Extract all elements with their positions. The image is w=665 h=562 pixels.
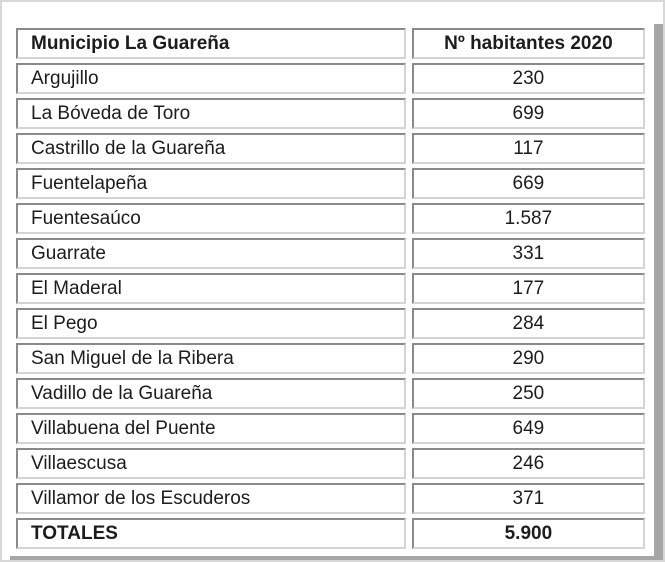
municipality-cell: Castrillo de la Guareña (16, 133, 406, 164)
table-row: Vadillo de la Guareña 250 (16, 378, 645, 409)
table-row: El Maderal 177 (16, 273, 645, 304)
table-row: Argujillo 230 (16, 63, 645, 94)
totals-row: TOTALES 5.900 (16, 518, 645, 549)
table-row: Castrillo de la Guareña 117 (16, 133, 645, 164)
table-shadow-wrapper: Municipio La Guareña Nº habitantes 2020 … (10, 24, 663, 560)
municipality-cell: La Bóveda de Toro (16, 98, 406, 129)
municipality-cell: Guarrate (16, 238, 406, 269)
totals-value-cell: 5.900 (411, 518, 645, 549)
habitants-cell: 1.587 (411, 203, 645, 234)
column-header-habitants: Nº habitantes 2020 (411, 28, 645, 59)
municipality-cell: El Maderal (16, 273, 406, 304)
table-row: Fuentelapeña 669 (16, 168, 645, 199)
municipality-cell: Fuentesaúco (16, 203, 406, 234)
table-row: La Bóveda de Toro 699 (16, 98, 645, 129)
habitants-cell: 284 (411, 308, 645, 339)
table-row: El Pego 284 (16, 308, 645, 339)
habitants-cell: 246 (411, 448, 645, 479)
table-row: San Miguel de la Ribera 290 (16, 343, 645, 374)
municipality-cell: Vadillo de la Guareña (16, 378, 406, 409)
column-header-municipality: Municipio La Guareña (16, 28, 406, 59)
habitants-cell: 290 (411, 343, 645, 374)
table-row: Villaescusa 246 (16, 448, 645, 479)
municipality-cell: Villaescusa (16, 448, 406, 479)
table-row: Villamor de los Escuderos 371 (16, 483, 645, 514)
habitants-cell: 649 (411, 413, 645, 444)
municipality-cell: Villamor de los Escuderos (16, 483, 406, 514)
habitants-cell: 699 (411, 98, 645, 129)
habitants-cell: 230 (411, 63, 645, 94)
header-row: Municipio La Guareña Nº habitantes 2020 (16, 28, 645, 59)
population-table: Municipio La Guareña Nº habitantes 2020 … (10, 24, 651, 553)
municipality-cell: Argujillo (16, 63, 406, 94)
habitants-cell: 250 (411, 378, 645, 409)
totals-label-cell: TOTALES (16, 518, 406, 549)
habitants-cell: 669 (411, 168, 645, 199)
habitants-cell: 177 (411, 273, 645, 304)
table-row: Guarrate 331 (16, 238, 645, 269)
municipality-cell: Villabuena del Puente (16, 413, 406, 444)
municipality-cell: Fuentelapeña (16, 168, 406, 199)
table-row: Fuentesaúco 1.587 (16, 203, 645, 234)
habitants-cell: 371 (411, 483, 645, 514)
habitants-cell: 331 (411, 238, 645, 269)
municipality-cell: San Miguel de la Ribera (16, 343, 406, 374)
table-row: Villabuena del Puente 649 (16, 413, 645, 444)
municipality-cell: El Pego (16, 308, 406, 339)
habitants-cell: 117 (411, 133, 645, 164)
